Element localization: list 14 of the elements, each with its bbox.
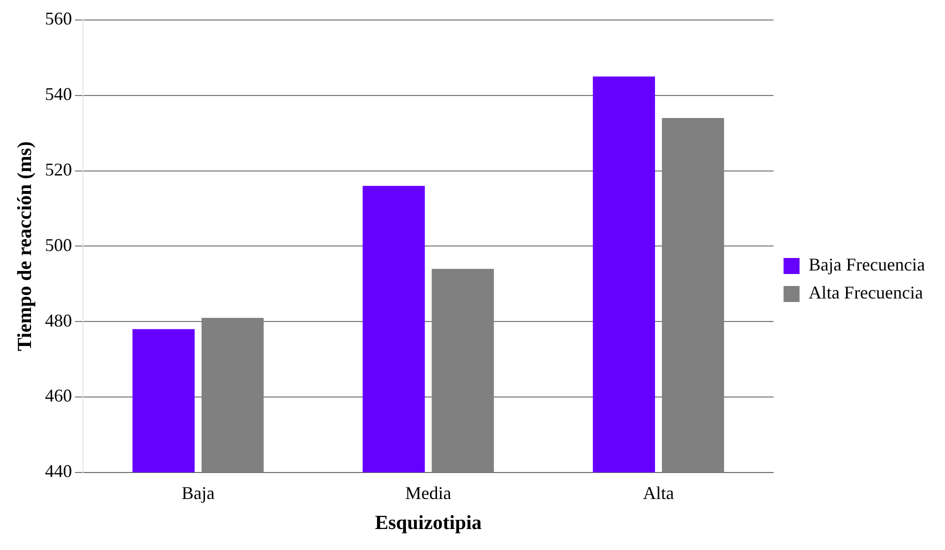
y-tick-label: 500 [45,234,72,255]
y-tick-label: 520 [45,160,72,180]
x-tick-label: Baja [182,482,215,503]
legend-label: Alta Frecuencia [808,282,924,303]
legend-label: Baja Frecuencia [808,254,926,275]
y-tick-label: 480 [45,310,72,330]
x-tick-label: Alta [642,482,674,503]
y-tick-label: 540 [45,84,72,104]
y-tick-label: 560 [45,8,72,29]
x-tick-label: Media [405,482,452,503]
y-tick-label: 440 [45,461,72,482]
y-tick-label: 460 [45,386,72,406]
y-axis-title: Tiempo de reacción (ms) [14,141,36,352]
x-axis-title: Esquizotipia [374,512,482,534]
